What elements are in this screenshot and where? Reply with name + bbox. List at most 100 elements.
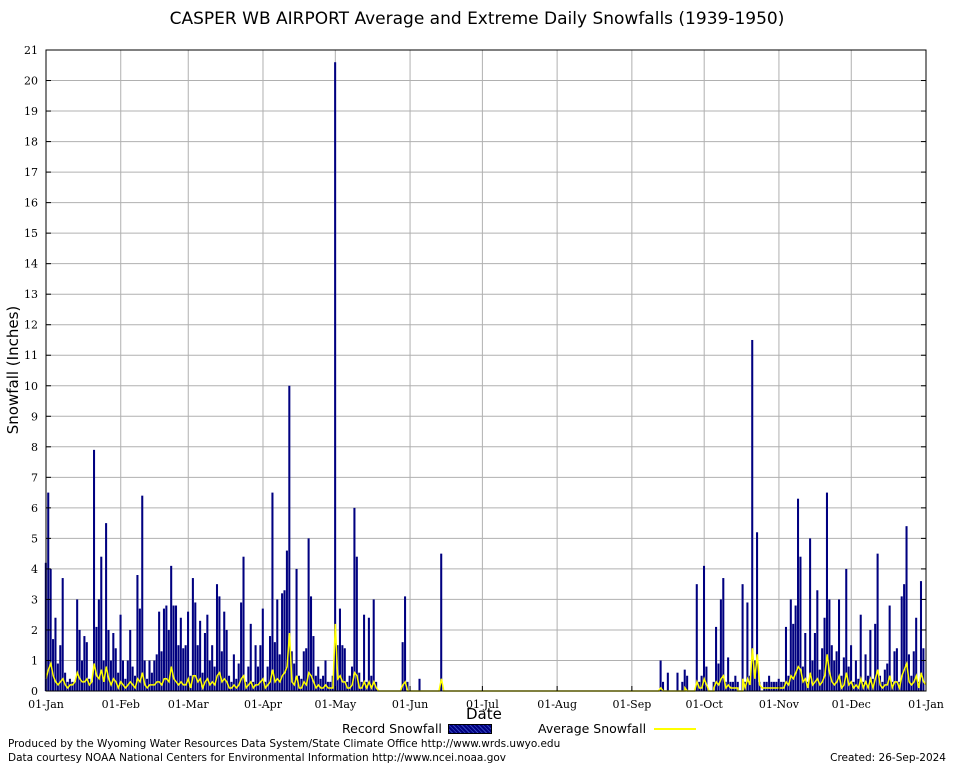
y-tick-label: 15 <box>24 227 38 240</box>
x-tick-label: 01-May <box>314 698 357 711</box>
record-snowfall-bar <box>194 602 197 691</box>
y-tick-label: 12 <box>24 319 38 332</box>
record-snowfall-bar <box>307 538 310 691</box>
record-snowfall-bar <box>804 633 807 691</box>
record-snowfall-bar <box>845 568 848 691</box>
record-snowfall-bar <box>702 565 706 691</box>
record-snowfall-bar <box>191 578 194 691</box>
record-snowfall-bar <box>784 626 788 691</box>
record-snowfall-bar <box>731 681 734 691</box>
record-snowfall-bar <box>295 568 298 691</box>
record-snowfall-bar <box>363 614 366 691</box>
record-snowfall-bar <box>196 645 199 691</box>
x-tick-label: 01-Dec <box>832 698 871 711</box>
y-tick-label: 19 <box>24 105 38 118</box>
record-snowfall-bar <box>131 666 134 691</box>
record-snowfall-bar <box>319 678 322 691</box>
record-snowfall-bar <box>177 645 180 691</box>
record-snowfall-bar <box>910 675 913 691</box>
average-snowfall-line <box>45 623 927 692</box>
record-snowfall-bar <box>775 681 778 691</box>
y-tick-label: 3 <box>31 593 38 606</box>
record-snowfall-bar <box>821 648 824 691</box>
record-snowfall-bar <box>404 596 407 691</box>
record-snowfall-bar <box>105 523 108 691</box>
record-snowfall-bar <box>922 648 925 691</box>
record-snowfall-bar <box>153 660 156 691</box>
record-snowfall-bar <box>83 636 86 691</box>
x-tick-label: 01-Nov <box>759 698 800 711</box>
record-snowfall-bar <box>746 602 749 691</box>
record-snowfall-bar <box>170 565 173 691</box>
record-snowfall-bar <box>165 605 168 691</box>
record-snowfall-bar <box>242 556 245 691</box>
record-snowfall-bar <box>256 666 260 691</box>
record-snowfall-bar <box>912 651 915 691</box>
record-snowfall-bar <box>830 645 833 691</box>
record-snowfall-bar <box>189 675 192 691</box>
record-snowfall-bar <box>700 675 703 691</box>
record-snowfall-bar <box>201 672 204 691</box>
record-snowfall-bar <box>334 62 337 691</box>
record-snowfall-bar <box>886 663 889 691</box>
record-snowfall-bar <box>662 681 665 691</box>
record-snowfall-bar <box>358 672 361 691</box>
record-snowfall-bar <box>794 605 797 691</box>
record-snowfall-bar <box>134 675 137 691</box>
record-snowfall-bar <box>876 553 879 691</box>
record-snowfall-bar <box>666 672 669 691</box>
record-snowfall-bar <box>857 678 860 691</box>
record-snowfall-bar <box>121 660 124 691</box>
y-axis-label: Snowfall (Inches) <box>4 305 22 435</box>
plot-frame <box>45 49 927 692</box>
record-snowfall-bar <box>736 681 739 691</box>
record-snowfall-bar <box>797 498 800 691</box>
record-snowfall-bar <box>281 593 284 691</box>
record-snowfall-bar <box>293 663 296 691</box>
record-snowfall-bar <box>895 648 898 691</box>
record-snowfall-bar <box>78 629 81 691</box>
y-tick-label: 18 <box>24 136 38 149</box>
y-tick-label: 4 <box>31 563 38 576</box>
record-snowfall-bar <box>919 581 923 691</box>
record-snowfall-bar <box>695 584 698 691</box>
record-snowfall-bar <box>273 642 276 691</box>
record-snowfall-bar <box>215 584 219 691</box>
record-snowfall-bar <box>148 660 151 691</box>
record-snowfall-bar <box>705 666 708 691</box>
record-snowfall-bar <box>789 599 792 691</box>
legend-record-snowfall: Record Snowfall <box>342 721 492 736</box>
record-snowfall-bar <box>160 651 163 691</box>
record-snowfall-bar <box>269 636 272 691</box>
record-snowfall-bar <box>71 681 74 691</box>
record-snowfall-bar <box>869 629 872 691</box>
record-snowfall-bar <box>353 507 356 691</box>
record-snowfall-bar <box>124 678 127 691</box>
record-snowfall-bar <box>126 660 129 691</box>
record-snowfall-bar <box>888 605 891 691</box>
record-snowfall-bar <box>259 645 262 691</box>
record-snowfall-bar <box>401 642 404 691</box>
average-snowfall-path <box>45 623 927 692</box>
record-snowfall-bar <box>329 681 332 691</box>
record-snowfall-bar <box>823 617 826 691</box>
record-snowfall-bar <box>136 575 139 691</box>
record-snowfall-bar <box>162 608 165 691</box>
record-snowfall-bar <box>167 629 170 691</box>
record-snowfall-bar <box>93 449 96 691</box>
y-tick-label: 5 <box>31 532 38 545</box>
record-snowfall-bar <box>208 660 211 691</box>
record-snowfall-bar <box>64 672 67 691</box>
record-snowfall-bar <box>73 681 76 691</box>
footer-data-courtesy: Data courtesy NOAA National Centers for … <box>8 752 507 764</box>
record-snowfall-bar <box>722 578 725 691</box>
record-snowfall-bar <box>883 669 886 691</box>
record-snowfall-bar <box>235 678 238 691</box>
record-snowfall-bar <box>302 651 305 691</box>
legend-record-swatch <box>447 723 492 734</box>
y-tick-label: 21 <box>24 44 38 57</box>
record-snowfall-bar <box>76 599 79 691</box>
record-snowfall-bars <box>44 62 925 691</box>
record-snowfall-bar <box>326 681 329 691</box>
